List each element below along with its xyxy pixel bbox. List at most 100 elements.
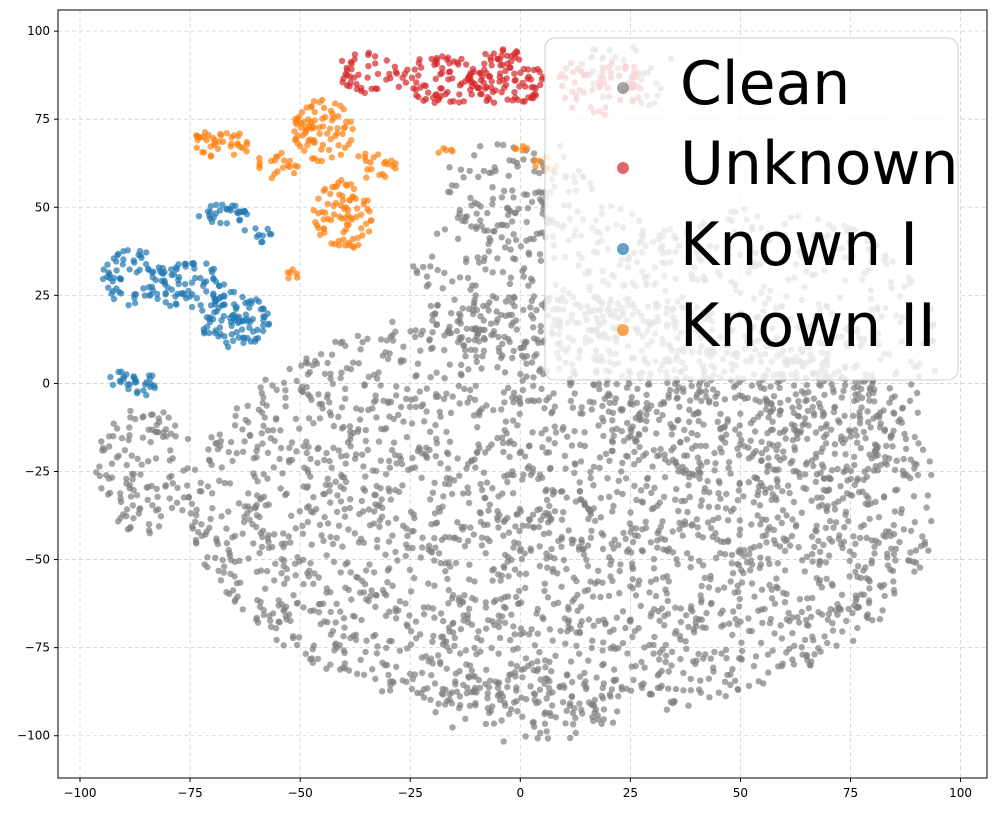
point-clean: [456, 400, 463, 407]
point-clean: [474, 254, 481, 261]
point-clean: [280, 530, 287, 537]
point-known-ii: [307, 118, 314, 126]
point-clean: [155, 415, 162, 422]
point-clean: [637, 602, 644, 610]
point-known-i: [183, 295, 190, 302]
point-clean: [545, 394, 553, 401]
point-clean: [523, 218, 530, 226]
point-known-i: [228, 331, 235, 338]
point-known-i: [167, 302, 174, 309]
point-known-ii: [347, 118, 354, 126]
point-known-ii: [512, 145, 519, 153]
point-clean: [130, 470, 137, 478]
point-clean: [852, 568, 859, 575]
point-clean: [466, 167, 473, 175]
point-clean: [892, 545, 900, 552]
point-clean: [510, 347, 517, 355]
point-clean: [258, 430, 265, 437]
point-clean: [429, 489, 437, 496]
point-clean: [718, 650, 725, 657]
point-clean: [857, 574, 865, 582]
point-clean: [293, 641, 301, 649]
point-clean: [513, 511, 520, 518]
point-known-i: [173, 266, 180, 273]
point-clean: [472, 382, 479, 390]
point-clean: [690, 411, 697, 418]
point-known-ii: [199, 149, 206, 156]
point-clean: [470, 531, 477, 538]
point-clean: [833, 642, 840, 649]
point-known-ii: [303, 104, 310, 111]
point-known-ii: [243, 148, 250, 155]
point-clean: [814, 494, 821, 501]
point-clean: [168, 504, 176, 512]
point-clean: [612, 645, 619, 653]
point-known-ii: [327, 190, 334, 198]
point-clean: [523, 696, 530, 703]
point-clean: [629, 565, 637, 572]
point-clean: [599, 684, 606, 692]
point-known-ii: [354, 205, 361, 212]
point-clean: [610, 432, 618, 440]
point-clean: [337, 339, 344, 347]
point-clean: [283, 490, 290, 497]
point-clean: [854, 624, 861, 632]
point-clean: [682, 521, 689, 528]
point-clean: [795, 413, 802, 420]
point-known-i: [235, 210, 242, 217]
point-clean: [280, 557, 288, 564]
point-unknown: [402, 79, 410, 86]
point-clean: [332, 640, 340, 647]
point-clean: [517, 400, 524, 408]
point-known-i: [141, 292, 149, 299]
point-clean: [500, 738, 507, 745]
point-clean: [533, 307, 540, 314]
point-clean: [766, 619, 774, 627]
point-clean: [362, 426, 369, 434]
point-clean: [241, 438, 248, 445]
point-clean: [265, 544, 273, 551]
point-clean: [425, 542, 433, 549]
point-clean: [539, 210, 546, 217]
point-clean: [928, 471, 935, 479]
point-clean: [777, 407, 784, 414]
point-unknown: [347, 79, 354, 86]
point-clean: [558, 583, 565, 590]
point-known-i: [145, 372, 153, 379]
point-clean: [531, 642, 539, 649]
point-clean: [624, 650, 631, 657]
point-clean: [721, 424, 728, 431]
point-clean: [451, 296, 458, 303]
point-clean: [534, 630, 541, 637]
point-clean: [767, 408, 774, 416]
point-clean: [476, 684, 484, 692]
point-clean: [863, 534, 870, 542]
point-clean: [456, 693, 464, 700]
point-known-i: [233, 304, 240, 311]
point-clean: [806, 661, 813, 669]
point-clean: [544, 735, 552, 742]
point-clean: [657, 445, 664, 453]
point-clean: [748, 580, 756, 587]
point-clean: [463, 255, 470, 262]
point-clean: [618, 468, 625, 475]
point-clean: [495, 333, 502, 341]
point-clean: [831, 403, 839, 411]
point-clean: [665, 668, 672, 675]
point-clean: [524, 205, 532, 212]
point-clean: [256, 513, 263, 521]
point-clean: [685, 482, 692, 489]
point-clean: [574, 607, 581, 614]
point-clean: [788, 532, 796, 540]
point-clean: [818, 494, 825, 501]
point-clean: [425, 281, 432, 288]
point-unknown: [511, 70, 518, 77]
point-unknown: [428, 55, 435, 63]
point-clean: [677, 605, 684, 612]
point-clean: [928, 517, 935, 525]
point-clean: [835, 417, 842, 424]
point-clean: [231, 422, 239, 429]
point-clean: [233, 580, 241, 587]
point-clean: [672, 604, 679, 611]
point-clean: [396, 598, 404, 605]
